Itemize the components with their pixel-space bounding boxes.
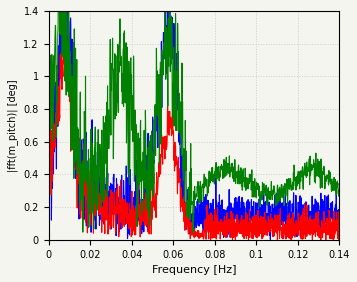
X-axis label: Frequency [Hz]: Frequency [Hz] [152,265,236,275]
Y-axis label: |fft(m_pitch)| [deg]: |fft(m_pitch)| [deg] [7,79,18,172]
